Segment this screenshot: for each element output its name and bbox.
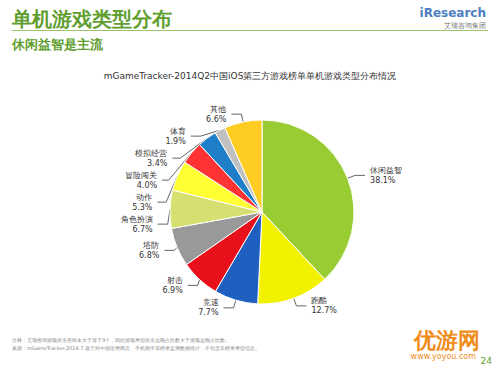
svg-text:角色扮演: 角色扮演 bbox=[121, 215, 153, 224]
svg-text:6.6%: 6.6% bbox=[206, 115, 227, 124]
svg-text:6.7%: 6.7% bbox=[132, 225, 153, 234]
svg-text:1.9%: 1.9% bbox=[165, 137, 186, 146]
svg-text:休闲益智: 休闲益智 bbox=[370, 166, 402, 175]
svg-text:38.1%: 38.1% bbox=[370, 176, 396, 185]
html-text:优游网: 优游网 bbox=[414, 328, 480, 353]
svg-text:4.0%: 4.0% bbox=[137, 181, 158, 190]
html-text:iResearch: iResearch bbox=[419, 6, 486, 20]
html-text:24: 24 bbox=[480, 356, 492, 366]
svg-text:12.7%: 12.7% bbox=[311, 306, 337, 315]
svg-text:动作: 动作 bbox=[136, 193, 152, 202]
html-text:www.yoyou.com: www.yoyou.com bbox=[410, 352, 476, 361]
html-text:单机游戏类型分布: 单机游戏类型分布 bbox=[12, 7, 172, 31]
svg-text:跑酷: 跑酷 bbox=[311, 296, 327, 305]
html-text:艾瑞咨询集团: 艾瑞咨询集团 bbox=[444, 22, 486, 30]
svg-text:模拟经营: 模拟经营 bbox=[135, 149, 167, 158]
svg-text:5.3%: 5.3% bbox=[132, 203, 153, 212]
svg-text:竞速: 竞速 bbox=[203, 298, 219, 307]
svg-text:射击: 射击 bbox=[167, 276, 183, 285]
svg-text:3.4%: 3.4% bbox=[147, 159, 168, 168]
svg-text:冒险闯关: 冒险闯关 bbox=[125, 171, 157, 180]
svg-text:7.7%: 7.7% bbox=[198, 308, 219, 317]
svg-text:体育: 体育 bbox=[170, 127, 186, 136]
svg-text:6.9%: 6.9% bbox=[162, 286, 183, 295]
html-text:来源：mGameTracker.2014.7.基于对中国应用: 来源：mGameTracker.2014.7.基于对中国应用商店、手机助手等榜单… bbox=[12, 345, 260, 351]
html-text:注释：艾瑞咨询游戏排名在样本大于等于3个，因此游戏类型排名总: 注释：艾瑞咨询游戏排名在样本大于等于3个，因此游戏类型排名总额占比数大于游戏总额… bbox=[12, 337, 231, 343]
svg-text:mGameTracker-2014Q2中国iOS第三方游戏榜: mGameTracker-2014Q2中国iOS第三方游戏榜单单机游戏类型分布情… bbox=[104, 71, 397, 81]
svg-text:6.8%: 6.8% bbox=[139, 251, 160, 260]
svg-text:其他: 其他 bbox=[210, 105, 226, 114]
html-text:休闲益智是主流: 休闲益智是主流 bbox=[12, 37, 103, 52]
svg-text:塔防: 塔防 bbox=[142, 241, 159, 250]
